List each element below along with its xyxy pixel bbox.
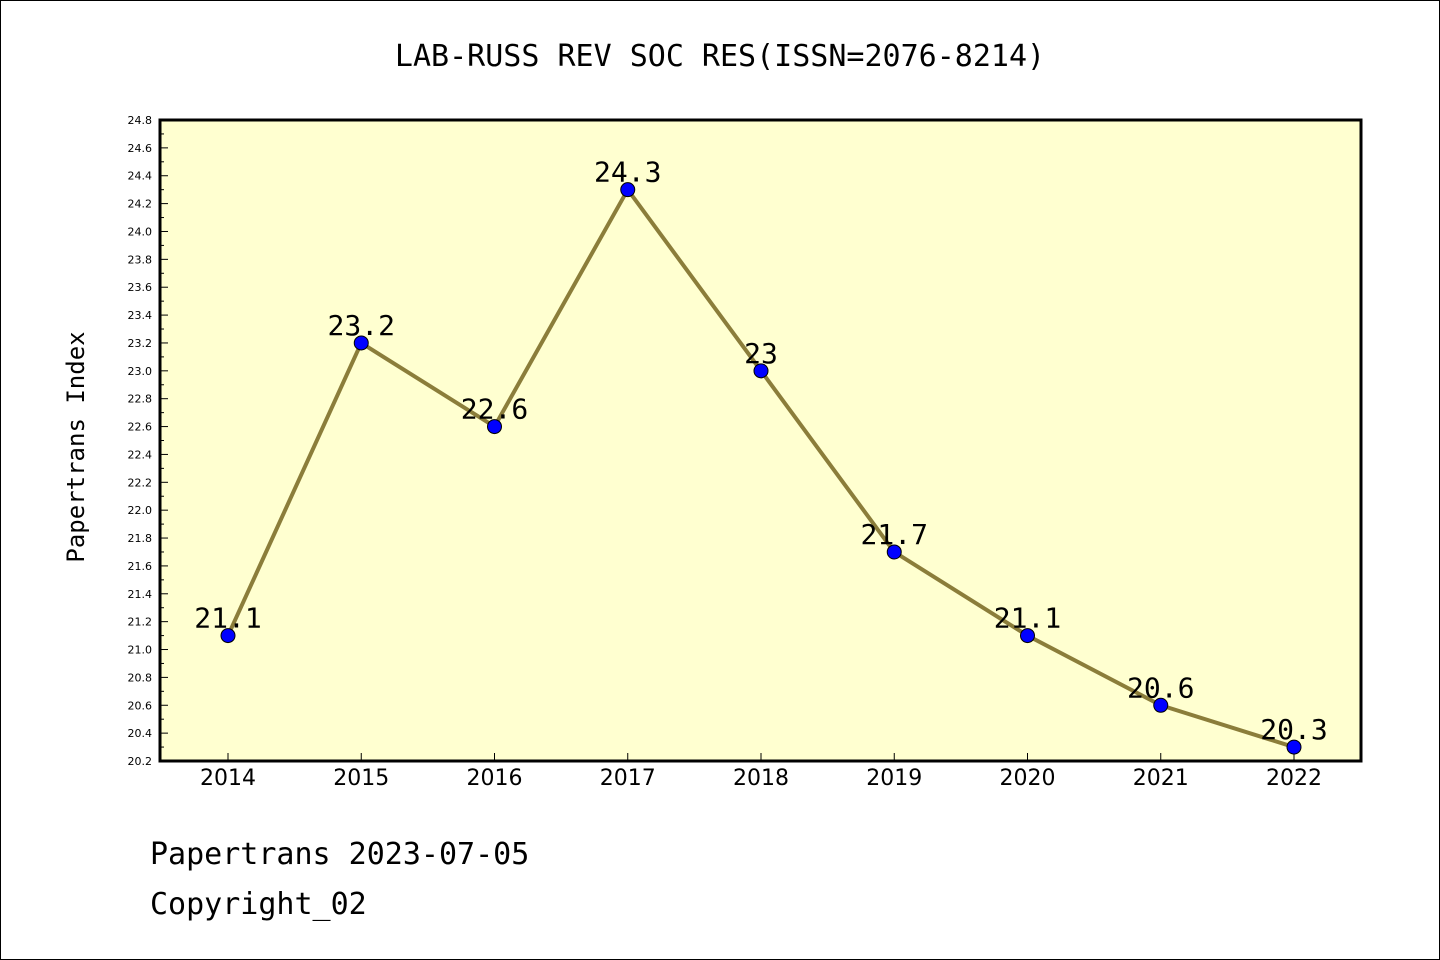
y-tick-label: 22.6 xyxy=(128,421,153,434)
y-tick-label: 20.6 xyxy=(128,699,153,712)
y-tick-label: 24.6 xyxy=(128,142,153,155)
data-label: 20.3 xyxy=(1260,713,1327,746)
data-label: 20.6 xyxy=(1127,671,1194,704)
data-point xyxy=(220,628,236,644)
data-point xyxy=(1020,628,1035,644)
data-point xyxy=(1153,697,1169,713)
data-point xyxy=(886,544,902,560)
y-tick-label: 21.8 xyxy=(128,532,153,545)
y-tick-label: 23.8 xyxy=(128,253,153,266)
data-point xyxy=(1286,739,1302,755)
x-tick-label: 2022 xyxy=(1266,766,1322,791)
y-tick-label: 21.2 xyxy=(128,616,153,629)
data-label: 23.2 xyxy=(328,309,395,342)
x-tick-label: 2014 xyxy=(200,766,256,791)
data-label: 21.1 xyxy=(994,602,1061,635)
y-tick-label: 20.8 xyxy=(128,671,153,684)
x-tick-label: 2021 xyxy=(1133,766,1189,791)
data-point xyxy=(620,182,636,198)
y-tick-label: 22.4 xyxy=(128,448,153,461)
footer-date: Papertrans 2023-07-05 xyxy=(150,837,529,872)
y-tick-label: 21.6 xyxy=(128,560,153,573)
series-line-group: 21.1 23.2 22.6 24.3 23 21.7 21.1 20.6 20.3 xyxy=(194,156,1328,755)
data-label: 23 xyxy=(744,337,778,370)
x-tick-label: 2020 xyxy=(1000,766,1056,791)
x-tick-label: 2016 xyxy=(467,766,523,791)
y-tick-label: 23.6 xyxy=(128,281,153,294)
y-tick-label: 23.4 xyxy=(128,309,153,322)
footer-copyright: Copyright_02 xyxy=(150,887,367,922)
data-point xyxy=(753,363,769,379)
y-tick-label: 22.8 xyxy=(128,393,153,406)
data-label: 21.1 xyxy=(194,602,261,635)
y-axis: 20.2 20.4 20.6 20.8 21.0 21.2 21.4 21.6 21.8 22.0… xyxy=(128,114,168,768)
x-axis: 2014 2015 2016 2017 2018 2019 2020 2021 2022 xyxy=(200,753,1322,791)
data-label: 21.7 xyxy=(861,518,928,551)
data-label: 22.6 xyxy=(461,393,528,426)
x-tick-label: 2019 xyxy=(866,766,922,791)
y-tick-label: 23.0 xyxy=(128,365,153,378)
data-point xyxy=(487,419,502,435)
y-tick-label: 24.0 xyxy=(128,225,153,238)
chart-title: LAB-RUSS REV SOC RES(ISSN=2076-8214) xyxy=(395,39,1045,74)
plot-area xyxy=(158,118,1363,763)
y-tick-label: 20.4 xyxy=(128,727,153,740)
y-tick-label: 22.2 xyxy=(128,476,153,489)
y-tick-label: 24.2 xyxy=(128,198,153,211)
x-tick-label: 2015 xyxy=(333,766,389,791)
y-tick-label: 20.2 xyxy=(128,755,153,768)
x-tick-label: 2018 xyxy=(733,766,789,791)
y-tick-label: 23.2 xyxy=(128,337,153,350)
y-axis-label: Papertrans Index xyxy=(62,331,90,562)
data-label: 24.3 xyxy=(594,156,661,189)
y-tick-label: 24.4 xyxy=(128,170,153,183)
y-tick-label: 21.4 xyxy=(128,588,153,601)
data-point xyxy=(353,335,369,351)
y-tick-label: 22.0 xyxy=(128,504,153,517)
y-tick-label: 24.8 xyxy=(128,114,153,127)
x-tick-label: 2017 xyxy=(600,766,656,791)
y-tick-label: 21.0 xyxy=(128,644,153,657)
